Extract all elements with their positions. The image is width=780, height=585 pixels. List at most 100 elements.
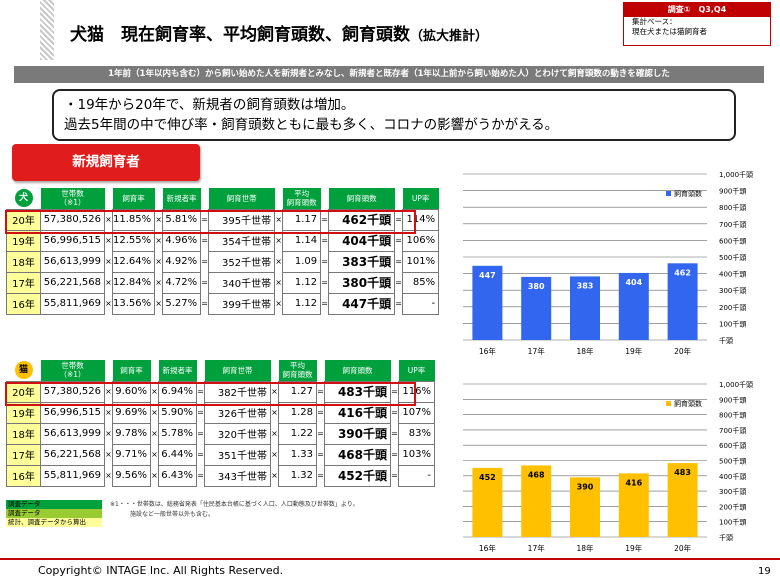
dog-bar-value-label: 447 [479,271,496,280]
multiply-sign: × [151,387,158,396]
equals-sign: = [197,450,204,459]
column-header: 平均 飼育頭数 [278,360,317,381]
legend-item-survey-green: 調査データ [6,500,102,509]
multiply-sign: × [155,257,162,266]
avg-count-cell: 1.22 [278,422,317,445]
cat-label-cell: 猫 [7,360,41,381]
equals-sign: = [201,299,208,308]
dog-2020-highlight [5,210,416,234]
up-rate-cell: - [402,292,440,315]
equals-sign: = [201,257,208,266]
cat-bar-value-label: 468 [528,470,545,479]
table-row: 19年 56,996,515 × 9.69% × 5.90% = 326千世帯 × 1.28 = 41… [6,401,435,424]
cat-y-tick-label: 200千頭 [719,502,746,511]
owning-households-cell: 343千世帯 [204,464,271,487]
table-row: 18年 56,613,999 × 9.78% × 5.78% = 320千世帯 × 1.22 = 39… [6,422,435,445]
header-spacer [155,188,163,209]
rate-cell: 9.71% [112,443,151,466]
cat-bar-chart: 千頭 100千頭 200千頭 300千頭 400千頭 500千頭 600千頭 700千頭 800… [463,380,753,553]
total-count-cell: 390千頭 [324,422,391,445]
rate-cell: 13.56% [111,292,156,315]
page-title: 犬猫 現在飼育率、平均飼育頭数、飼育頭数（拡大推計） [70,20,488,45]
equals-sign: = [395,278,402,287]
multiply-sign: × [105,215,112,224]
column-header: 飼育率 [112,188,155,209]
cat-2020-highlight [5,382,416,406]
multiply-sign: × [275,236,282,245]
dog-bar [570,276,600,340]
column-header-text: （※1） [59,370,86,380]
year-cell: 20年 [6,208,41,231]
equals-sign: = [317,429,324,438]
column-header-text: 飼育率 [120,365,143,375]
equals-sign: = [197,408,204,417]
rate-cell: 9.78% [112,422,151,445]
dog-bar [618,272,649,340]
year-cell: 20年 [6,380,41,403]
equals-sign: = [317,450,324,459]
column-header-text: 新規者率 [162,365,193,375]
equals-sign: = [391,450,398,459]
new-rate-cell: 5.78% [158,422,197,445]
equals-sign: = [321,299,328,308]
equals-sign: = [321,215,328,224]
up-rate-cell: 107% [398,401,435,424]
dog-y-tick-label: 600千頭 [719,236,746,245]
multiply-sign: × [155,299,162,308]
header-spacer [105,360,113,381]
avg-count-cell: 1.12 [282,271,322,294]
cat-bar [472,467,503,537]
multiply-sign: × [105,257,112,266]
column-header-text: 新規者率 [166,193,197,203]
cat-x-tick-label: 19年 [625,543,643,553]
callout-line-1: ・19年から20年で、新規者の飼育頭数は増加。 [64,97,355,113]
cat-y-tick-label: 400千頭 [719,472,746,481]
cat-y-tick-label: 500千頭 [719,457,746,466]
avg-count-cell: 1.12 [282,292,322,315]
cat-y-tick-label: 600千頭 [719,441,746,450]
table-row: 17年 56,221,568 × 12.84% × 4.72% = 340千世帯 × 1.12 = 3… [6,271,440,294]
dog-label-cell: 犬 [7,188,41,209]
rate-cell: 9.56% [112,464,151,487]
column-header: 世帯数 （※1） [40,360,105,381]
header-spacer [317,360,325,381]
cat-x-tick-label: 20年 [674,543,692,553]
cat-x-tick-label: 16年 [479,543,497,553]
new-rate-cell: 5.27% [162,292,202,315]
multiply-sign: × [155,215,162,224]
column-header: 新規者率 [162,188,201,209]
multiply-sign: × [151,408,158,417]
header-spacer [321,188,329,209]
column-header-text: 飼育世帯 [222,365,253,375]
dog-x-tick-label: 19年 [625,346,643,356]
cat-y-tick-label: 900千頭 [719,395,746,404]
up-rate-cell: 83% [398,422,435,445]
multiply-sign: × [105,278,112,287]
dog-y-tick-label: 1,000千頭 [719,170,753,179]
dog-y-tick-label: 700千頭 [719,220,746,229]
year-cell: 18年 [6,422,41,445]
column-header: 平均 飼育頭数 [282,188,321,209]
equals-sign: = [395,215,402,224]
new-rate-cell: 6.44% [158,443,197,466]
households-cell: 55,811,969 [40,292,105,315]
base-label: 集計ベース： [632,17,677,26]
legend-item-calculated: 統計、調査データから算出 [6,518,102,527]
equals-sign: = [197,387,204,396]
page-number: 19 [758,566,771,577]
equals-sign: = [321,236,328,245]
equals-sign: = [321,257,328,266]
base-value: 現在犬または猫飼育者 [632,27,707,36]
cat-y-tick-label: 100千頭 [719,518,746,527]
total-count-cell: 380千頭 [328,271,396,294]
column-header-text: 飼育頭数 [286,198,317,208]
column-header-text: 飼育世帯 [226,193,257,203]
cat-bar [667,463,698,537]
multiply-sign: × [151,429,158,438]
avg-count-cell: 1.09 [282,250,322,273]
column-header-text: 飼育頭数 [282,370,313,380]
owning-households-cell: 340千世帯 [208,271,276,294]
equals-sign: = [197,471,204,480]
cat-bar-value-label: 483 [674,468,691,477]
dog-bar-value-label: 380 [528,282,545,291]
